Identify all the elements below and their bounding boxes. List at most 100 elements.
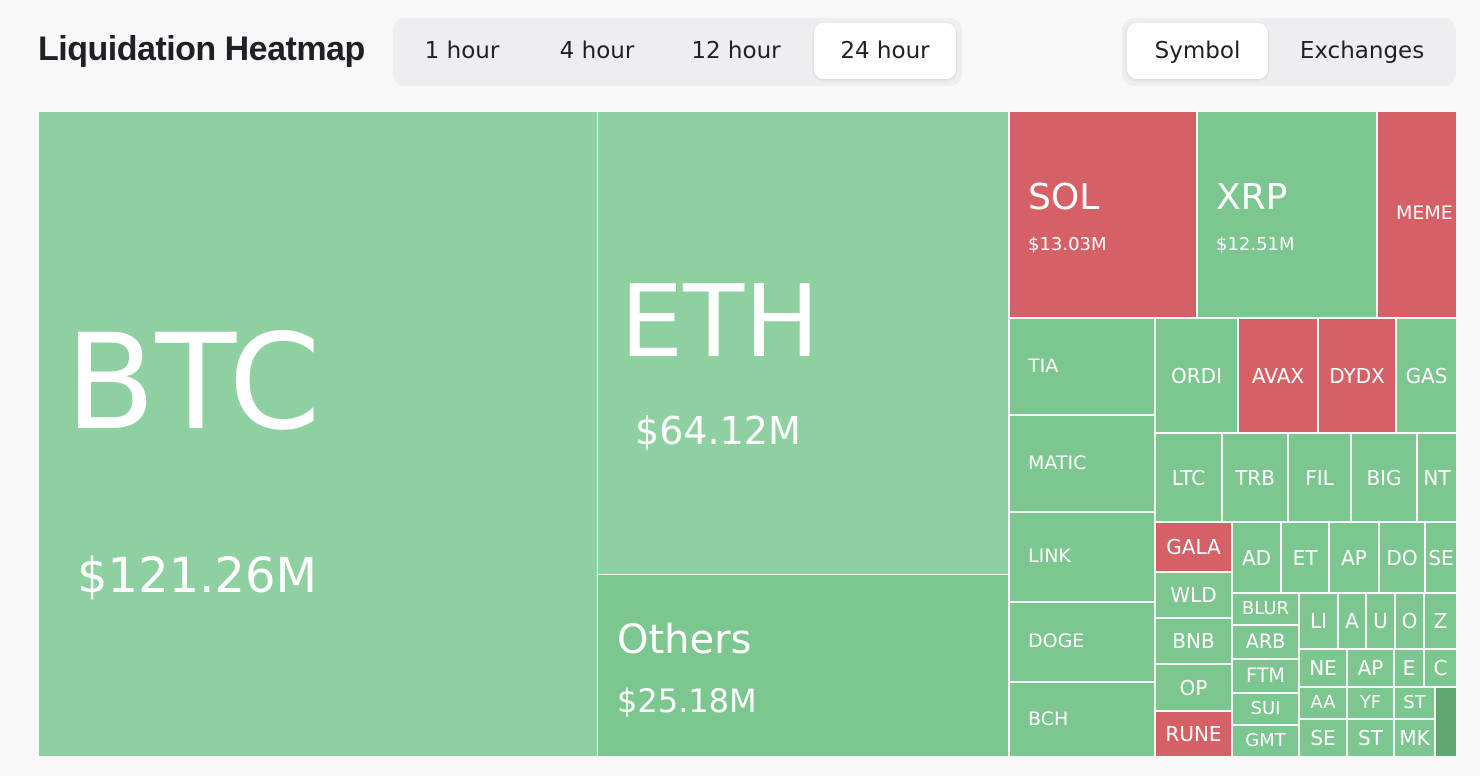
tile[interactable]: NT xyxy=(1418,434,1456,521)
tile[interactable]: BLUR xyxy=(1233,594,1298,624)
tile[interactable]: TRB xyxy=(1223,434,1287,521)
tile-label: BNB xyxy=(1172,629,1215,653)
tile[interactable]: SUI xyxy=(1233,694,1298,724)
heatmap: BTC $121.26M ETH $64.12M Others $25.18M SOL $13… xyxy=(39,112,1456,756)
tile[interactable]: BIG xyxy=(1352,434,1416,521)
tile-label: GAS xyxy=(1405,363,1448,388)
tile[interactable]: DO xyxy=(1380,523,1424,592)
tile-label: BCH xyxy=(1028,707,1069,730)
tile[interactable]: TIA xyxy=(1010,319,1154,414)
tile[interactable]: FTM xyxy=(1233,660,1298,692)
tile-label: O xyxy=(1401,609,1418,633)
tile-label: FTM xyxy=(1246,664,1285,688)
tile[interactable]: AVAX xyxy=(1239,319,1317,432)
tile-label: C xyxy=(1433,656,1448,680)
tile[interactable]: ST xyxy=(1395,688,1434,718)
tile-label: GALA xyxy=(1166,535,1221,559)
tile-label: SE xyxy=(1310,726,1336,750)
tile[interactable]: BCH xyxy=(1010,683,1154,756)
tile-value: $64.12M xyxy=(635,409,801,453)
tile-label: AP xyxy=(1341,545,1367,570)
tile[interactable]: Others $25.18M xyxy=(598,575,1008,756)
tile-label: DO xyxy=(1386,545,1418,570)
tile-label: XRP xyxy=(1216,177,1288,218)
tile[interactable]: DOGE xyxy=(1010,603,1154,681)
tile-label: BTC xyxy=(65,306,321,460)
tile-value: $25.18M xyxy=(617,682,757,720)
tile[interactable]: AP xyxy=(1348,650,1393,686)
tile[interactable]: ET xyxy=(1282,523,1328,592)
tile[interactable]: ORDI xyxy=(1156,319,1237,432)
tile-label: Others xyxy=(617,617,752,663)
tile-label: LINK xyxy=(1028,545,1071,567)
tile[interactable]: O xyxy=(1396,594,1423,648)
period-tab[interactable]: 12 hour xyxy=(691,38,781,64)
tile-label: A xyxy=(1345,609,1359,633)
view-tabs: Symbol Exchanges xyxy=(1122,18,1456,86)
tile[interactable]: BNB xyxy=(1156,619,1231,663)
tile-label: TIA xyxy=(1028,354,1059,377)
tile-label: AA xyxy=(1310,692,1336,713)
tile[interactable]: A xyxy=(1339,594,1365,648)
tile[interactable]: YF xyxy=(1348,688,1393,718)
tile-label: GMT xyxy=(1245,730,1286,751)
tile[interactable]: MK xyxy=(1395,720,1434,756)
tile[interactable]: U xyxy=(1367,594,1394,648)
tile-label: YF xyxy=(1359,692,1382,713)
tile[interactable]: NE xyxy=(1300,650,1346,686)
tile-label: BLUR xyxy=(1241,598,1290,619)
tile-label: DOGE xyxy=(1028,630,1085,652)
period-tab[interactable]: 24 hour xyxy=(814,23,956,79)
tile-label: MATIC xyxy=(1028,451,1087,474)
tile[interactable]: ST xyxy=(1348,720,1393,756)
tile-value: $121.26M xyxy=(77,548,317,604)
tile[interactable]: AD xyxy=(1233,523,1280,592)
tile[interactable]: LI xyxy=(1300,594,1337,648)
tile[interactable]: LINK xyxy=(1010,513,1154,601)
tile[interactable]: AA xyxy=(1300,688,1346,718)
tile[interactable]: RUNE xyxy=(1156,712,1231,756)
period-tab[interactable]: 1 hour xyxy=(424,38,500,64)
period-tab[interactable]: 4 hour xyxy=(559,38,635,64)
tile-label: MK xyxy=(1399,726,1430,750)
tile[interactable]: SOL $13.03M xyxy=(1010,112,1196,317)
tile-label: ETH xyxy=(620,263,820,380)
tile-label: AP xyxy=(1357,656,1384,680)
tile[interactable]: DYDX xyxy=(1319,319,1395,432)
tile-label: ET xyxy=(1292,545,1318,570)
view-tab[interactable]: Symbol xyxy=(1127,23,1268,79)
tile[interactable]: MEME xyxy=(1378,112,1456,317)
tile-label: BIG xyxy=(1366,465,1402,490)
tile[interactable]: OP xyxy=(1156,665,1231,710)
tile[interactable]: ETH $64.12M xyxy=(598,112,1008,574)
tile[interactable]: ARB xyxy=(1233,626,1298,658)
tile-label: LI xyxy=(1309,609,1328,633)
tile-label: SE xyxy=(1428,545,1454,570)
tile[interactable]: LTC xyxy=(1156,434,1221,521)
tile[interactable]: SE xyxy=(1426,523,1456,592)
tile[interactable]: E xyxy=(1395,650,1423,686)
view-tab[interactable]: Exchanges xyxy=(1299,38,1425,64)
tile-label: AD xyxy=(1241,545,1272,570)
tile-value: $13.03M xyxy=(1028,234,1107,255)
tile[interactable]: XRP $12.51M xyxy=(1198,112,1376,317)
tile[interactable]: FIL xyxy=(1289,434,1350,521)
tile[interactable]: GAS xyxy=(1397,319,1456,432)
tile[interactable]: GMT xyxy=(1233,726,1298,756)
tile[interactable]: BTC $121.26M xyxy=(39,112,597,756)
tile-label: LTC xyxy=(1171,465,1206,490)
tile[interactable]: SE xyxy=(1300,720,1346,756)
tile[interactable]: AP xyxy=(1330,523,1378,592)
tile[interactable]: GALA xyxy=(1156,523,1231,571)
period-tabs: 1 hour 4 hour 12 hour 24 hour xyxy=(393,18,962,86)
tile[interactable]: C xyxy=(1425,650,1456,686)
tile-label: ORDI xyxy=(1171,363,1222,388)
tile[interactable] xyxy=(1436,688,1456,756)
tile[interactable]: MATIC xyxy=(1010,416,1154,511)
tile-label: SUI xyxy=(1250,698,1281,719)
tile[interactable]: Z xyxy=(1425,594,1456,648)
tile-label: WLD xyxy=(1170,583,1217,607)
tile-label: NT xyxy=(1423,465,1451,490)
tile[interactable]: WLD xyxy=(1156,573,1231,617)
